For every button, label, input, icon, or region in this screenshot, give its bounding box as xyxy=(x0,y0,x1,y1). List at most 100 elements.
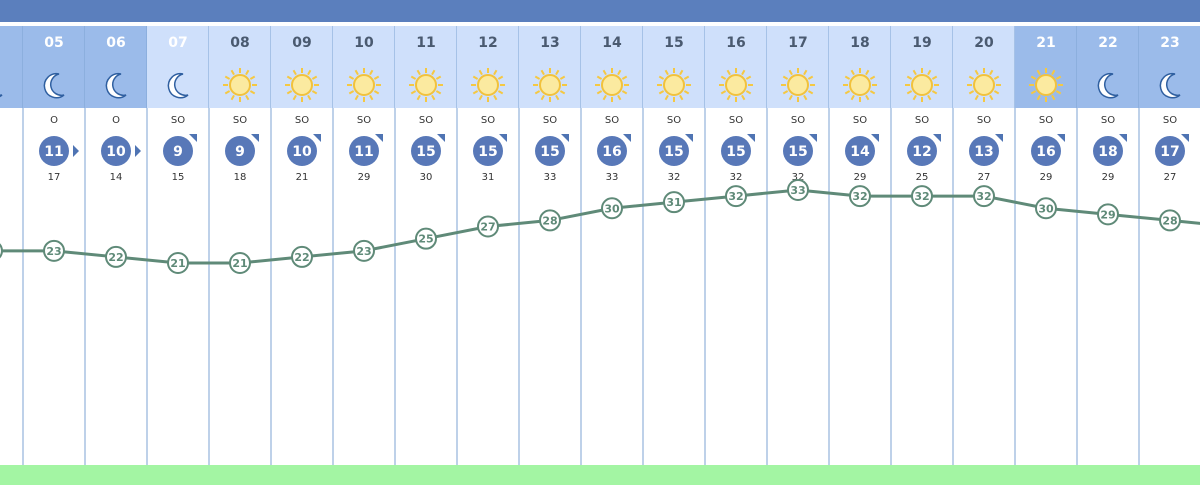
temperature-label: 22 xyxy=(294,251,309,264)
wind-arrow xyxy=(1119,134,1127,142)
sun-ray xyxy=(348,90,355,95)
wind-speed-label: 17 xyxy=(1160,144,1179,160)
wind-direction: SO xyxy=(915,115,929,126)
wind-direction: SO xyxy=(605,115,619,126)
temperature-label: 33 xyxy=(790,184,805,197)
temperature-point xyxy=(973,185,995,208)
temperature-point xyxy=(1035,197,1057,220)
temperature-label: 28 xyxy=(542,214,557,227)
wind-gust-label: 17 xyxy=(48,172,61,183)
wind-direction: O xyxy=(50,115,58,126)
sun-ray xyxy=(993,90,1000,95)
temperature-point xyxy=(353,239,375,262)
sun-ray xyxy=(431,94,436,101)
sun-ray xyxy=(927,69,932,76)
wind-speed-label: 13 xyxy=(974,144,993,160)
wind-speed-label: 15 xyxy=(478,144,497,160)
sun-ray xyxy=(416,69,421,76)
temperature-label: 22 xyxy=(108,251,123,264)
sun-ray xyxy=(230,69,235,76)
wind-arrow xyxy=(809,134,817,142)
wind-direction: SO xyxy=(729,115,743,126)
sun-disc xyxy=(353,74,375,96)
sun-ray xyxy=(869,90,876,95)
sun-ray xyxy=(1030,75,1037,80)
wind-speed-circle xyxy=(287,136,317,166)
hour-label: 18 xyxy=(850,35,869,51)
wind-gust-label: 33 xyxy=(544,172,557,183)
wind-speed-circle xyxy=(1031,136,1061,166)
sun-ray xyxy=(431,69,436,76)
temperature-point xyxy=(1097,203,1119,226)
sun-icon xyxy=(1029,68,1063,102)
hour-label: 22 xyxy=(1098,35,1117,51)
sun-ray xyxy=(683,90,690,95)
moon-icon xyxy=(43,72,65,99)
sun-disc xyxy=(725,74,747,96)
hour-label: 08 xyxy=(230,35,249,51)
wind-speed-label: 9 xyxy=(235,144,245,160)
wind-gust-label: 32 xyxy=(730,172,743,183)
wind-speed-label: 11 xyxy=(354,144,373,160)
sun-ray xyxy=(540,94,545,101)
hour-label: 17 xyxy=(788,35,807,51)
sun-ray xyxy=(559,75,566,80)
wind-direction: SO xyxy=(357,115,371,126)
wind-direction: SO xyxy=(853,115,867,126)
wind-arrow xyxy=(1057,134,1065,142)
hour-label: 16 xyxy=(726,35,745,51)
wind-direction: SO xyxy=(667,115,681,126)
hour-label: 15 xyxy=(664,35,683,51)
sun-ray xyxy=(968,75,975,80)
sun-ray xyxy=(249,75,256,80)
wind-arrow xyxy=(73,145,79,157)
wind-direction: SO xyxy=(419,115,433,126)
sun-ray xyxy=(782,75,789,80)
sun-ray xyxy=(741,69,746,76)
wind-arrow xyxy=(251,134,259,142)
wind-gust-label: 21 xyxy=(296,172,309,183)
sun-ray xyxy=(906,75,913,80)
sun-ray xyxy=(726,69,731,76)
temperature-point xyxy=(911,185,933,208)
sun-ray xyxy=(1051,69,1056,76)
wind-speed-label: 10 xyxy=(292,144,312,160)
sun-icon xyxy=(595,68,629,102)
sun-disc xyxy=(787,74,809,96)
sun-ray xyxy=(788,69,793,76)
sun-ray xyxy=(912,69,917,76)
sun-ray xyxy=(435,75,442,80)
sun-ray xyxy=(493,94,498,101)
moon-icon xyxy=(1159,72,1181,99)
wind-speed-label: 15 xyxy=(788,144,807,160)
wind-arrow xyxy=(313,134,321,142)
sun-ray xyxy=(782,90,789,95)
sun-ray xyxy=(596,75,603,80)
sun-ray xyxy=(927,94,932,101)
wind-arrow xyxy=(375,134,383,142)
sun-ray xyxy=(373,90,380,95)
moon-icon xyxy=(1097,72,1119,99)
sun-ray xyxy=(596,90,603,95)
sun-disc xyxy=(477,74,499,96)
temperature-label: 21 xyxy=(232,257,247,270)
moon-icon xyxy=(167,72,189,99)
sun-ray xyxy=(478,94,483,101)
sun-ray xyxy=(373,75,380,80)
wind-gust-label: 29 xyxy=(1040,172,1053,183)
sun-ray xyxy=(803,69,808,76)
sun-ray xyxy=(555,69,560,76)
wind-speed-label: 15 xyxy=(726,144,745,160)
wind-arrow xyxy=(933,134,941,142)
wind-speed-circle xyxy=(349,136,379,166)
sun-icon xyxy=(533,68,567,102)
moon-icon xyxy=(0,94,3,98)
sun-ray xyxy=(354,94,359,101)
sun-ray xyxy=(478,69,483,76)
temperature-point xyxy=(415,227,437,250)
hour-label: 11 xyxy=(416,35,435,51)
sun-ray xyxy=(230,94,235,101)
sun-disc xyxy=(849,74,871,96)
sun-ray xyxy=(869,75,876,80)
sun-ray xyxy=(989,69,994,76)
